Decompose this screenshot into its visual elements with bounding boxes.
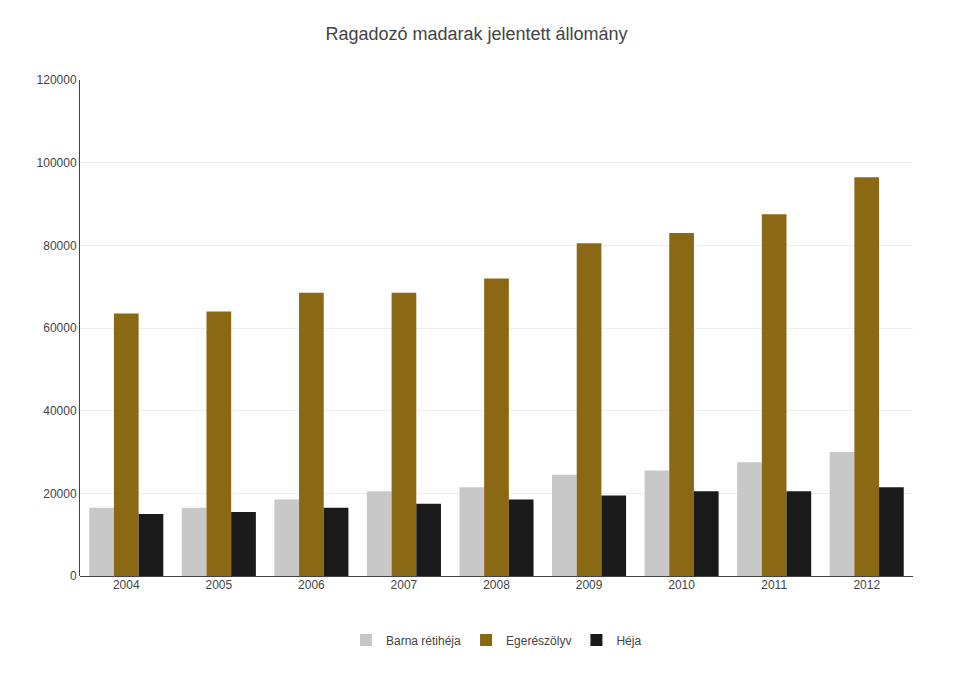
svg-text:40000: 40000 (43, 404, 77, 418)
svg-text:80000: 80000 (43, 239, 77, 253)
svg-text:100000: 100000 (37, 156, 77, 170)
svg-text:2008: 2008 (483, 578, 510, 592)
svg-text:2007: 2007 (391, 578, 418, 592)
svg-text:Ragadozó madarak jelentett áll: Ragadozó madarak jelentett állomány (325, 24, 627, 44)
svg-text:2011: 2011 (761, 578, 787, 592)
svg-text:2005: 2005 (205, 578, 232, 592)
svg-text:Héja: Héja (616, 634, 641, 648)
svg-text:2009: 2009 (576, 578, 603, 592)
svg-text:Barna rétihéja: Barna rétihéja (386, 634, 461, 648)
svg-text:0: 0 (70, 569, 77, 583)
svg-text:120000: 120000 (37, 73, 77, 87)
svg-text:20000: 20000 (43, 487, 77, 501)
svg-text:2012: 2012 (853, 578, 880, 592)
svg-text:2006: 2006 (298, 578, 325, 592)
svg-text:2010: 2010 (668, 578, 695, 592)
svg-text:2004: 2004 (113, 578, 140, 592)
svg-text:Egerészölyv: Egerészölyv (506, 634, 571, 648)
svg-text:60000: 60000 (43, 321, 77, 335)
